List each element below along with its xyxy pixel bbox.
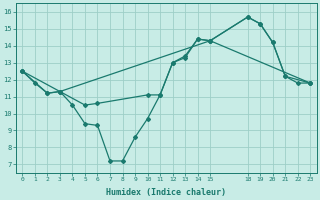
X-axis label: Humidex (Indice chaleur): Humidex (Indice chaleur) (106, 188, 226, 197)
